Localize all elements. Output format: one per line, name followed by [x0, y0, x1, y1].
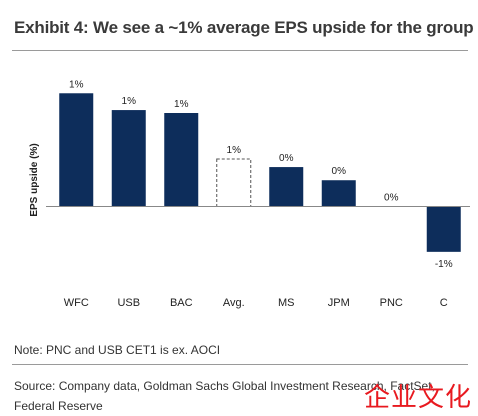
- data-label-wfc: 1%: [69, 79, 84, 90]
- watermark-text: 企业文化: [363, 383, 472, 413]
- data-label-usb: 1%: [122, 96, 137, 107]
- x-tick-label-c: C: [440, 297, 448, 309]
- x-tick-label-usb: USB: [117, 297, 140, 309]
- bar-chart: EPS upside (%) 1% WFC 1% USB 1% BAC 1% Avg. 0% MS…: [29, 79, 470, 309]
- x-tick-label-ms: MS: [278, 297, 295, 309]
- y-axis-label: EPS upside (%): [29, 143, 40, 216]
- bar-bac: [164, 113, 199, 207]
- chart-source: Source: Company data, Goldman Sachs Glob…: [14, 379, 435, 413]
- data-label-avg: 1%: [227, 145, 242, 156]
- data-label-ms: 0%: [279, 153, 294, 164]
- x-tick-label-bac: BAC: [170, 297, 193, 309]
- bar-wfc: [59, 93, 94, 207]
- middle-divider: [12, 364, 468, 365]
- x-tick-label-avg: Avg.: [223, 297, 245, 309]
- bar-c: [426, 206, 461, 252]
- chart-title: Exhibit 4: We see a ~1% average EPS upsi…: [14, 18, 474, 37]
- bar-avg: [216, 158, 252, 208]
- bar-usb: [111, 110, 146, 207]
- x-tick-label-wfc: WFC: [64, 297, 89, 309]
- x-tick-label-jpm: JPM: [328, 297, 350, 309]
- data-label-c: -1%: [435, 259, 453, 270]
- data-label-bac: 1%: [174, 99, 189, 110]
- bars-group: 1% WFC 1% USB 1% BAC 1% Avg. 0% MS 0% JPM 0% PNC -1% C: [59, 79, 461, 309]
- data-label-pnc: 0%: [384, 193, 399, 204]
- data-label-jpm: 0%: [332, 166, 347, 177]
- bar-ms: [269, 167, 304, 207]
- top-divider: [12, 50, 468, 51]
- x-tick-label-pnc: PNC: [380, 297, 403, 309]
- bar-jpm: [321, 180, 356, 207]
- chart-note: Note: PNC and USB CET1 is ex. AOCI: [14, 343, 221, 357]
